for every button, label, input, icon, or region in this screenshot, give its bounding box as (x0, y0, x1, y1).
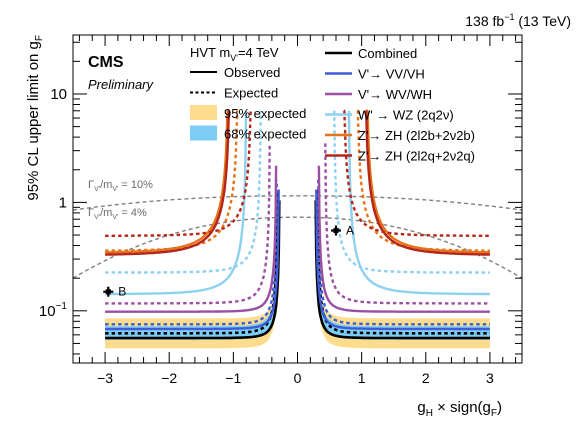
width-value: = 10% (118, 179, 153, 191)
width-sub: V' (112, 186, 118, 193)
series-vv_vh-expected-right (317, 179, 490, 326)
width-contour-label-1: ΓV'/mV' = 10% (88, 179, 153, 193)
width-contour-1 (73, 195, 522, 211)
width-sub: V' (94, 186, 100, 193)
x-tick-label: −2 (161, 370, 177, 386)
legend-label-zh_2l2q: Z'→ ZH (2l2q+2ν2q) (358, 149, 475, 164)
series-combined-expected-left (105, 190, 279, 335)
x-axis-title-part: × sign(g (433, 399, 491, 416)
width-sub: V' (112, 214, 118, 221)
lumi-value: 138 fb (465, 13, 504, 29)
series-combined-observed-right (314, 200, 490, 340)
y-tick-base: 10 (50, 86, 67, 103)
series-combined-observed-left (105, 200, 281, 340)
legend-model-rest: =4 TeV (238, 45, 279, 60)
x-axis-title-sub: H (426, 408, 433, 418)
limit-curves (105, 109, 490, 340)
series-vv_vh-expected-left (105, 179, 278, 326)
lumi-exponent: −1 (504, 12, 514, 22)
legend-label-zh_2l2b: Z'→ ZH (2l2b+2ν2b) (358, 128, 475, 143)
series-zh_2l2b-expected-left (105, 109, 239, 252)
width-contour-2 (73, 216, 522, 279)
band-68-left (105, 184, 278, 340)
x-axis-title-part: g (417, 399, 425, 416)
x-tick-label: 1 (358, 370, 366, 386)
series-zh_2l2q-observed-right (364, 109, 490, 256)
width-mid: /m (100, 179, 112, 191)
series-zh_2l2q-observed-left (105, 109, 231, 256)
lumi-label: 138 fb−1 (13 TeV) (465, 12, 571, 29)
chart-labels: gH × sign(gF)95% CL upper limit on gF138… (25, 12, 571, 419)
x-axis-title-part: ) (497, 399, 502, 416)
point-label-b: B (118, 285, 126, 299)
x-axis-title-sub: F (491, 408, 497, 418)
legend-model: HVT mV'=4 TeV (190, 45, 279, 63)
x-tick-label: 2 (422, 370, 430, 386)
legend-label-wv_wh: V'→ WV/WH (358, 87, 432, 102)
x-axis-title: gH × sign(gF) (417, 399, 502, 418)
y-axis-title-text: 95% CL upper limit on g (25, 41, 42, 201)
x-tick-label: 0 (294, 370, 302, 386)
experiment-label: CMS (88, 54, 124, 71)
y-tick-label: 10 (50, 86, 67, 103)
series-zh_2l2q-expected-right (343, 109, 490, 237)
series-zh_2l2b-observed-right (366, 109, 490, 254)
series-wv_wh-observed-right (317, 165, 490, 313)
legend-label-vv_vh: V'→ VV/VH (358, 67, 425, 82)
point-a: A (330, 224, 354, 238)
series-vv_vh-observed-left (105, 189, 280, 331)
y-axis-title: 95% CL upper limit on gF (25, 35, 45, 201)
lumi-energy: (13 TeV) (514, 13, 571, 29)
legend-label-band68: 68% expected (224, 127, 306, 142)
x-tick-label: −3 (97, 370, 113, 386)
x-tick-label: −1 (225, 370, 241, 386)
legend-label-dashed: Expected (224, 86, 278, 101)
legend-label-solid: Observed (224, 65, 280, 80)
legend-model-text: HVT m (190, 45, 230, 60)
point-label-a: A (346, 224, 354, 238)
series-wz_2q2v-expected-right (333, 110, 490, 274)
point-marker-core (333, 228, 339, 234)
legend-key-band68 (190, 125, 217, 141)
y-tick-label: 10−1 (39, 301, 68, 320)
width-contours (73, 195, 522, 279)
point-b: B (103, 285, 126, 299)
width-gamma: Γ (88, 179, 94, 191)
series-wz_2q2v-observed-right (347, 110, 490, 296)
width-sub: V' (94, 214, 100, 221)
legend-key-band95 (190, 105, 217, 120)
series-wv_wh-expected-right (324, 143, 490, 305)
legend-model-sub: V' (230, 53, 238, 63)
legend-label-band95: 95% expected (224, 106, 306, 121)
benchmark-points: AB (103, 224, 354, 299)
series-wv_wh-expected-left (105, 143, 271, 305)
width-contour-label-2: ΓV'/mV' = 4% (88, 207, 147, 221)
expected-bands (105, 179, 490, 349)
band-68-right (317, 184, 490, 340)
y-tick-base: 1 (59, 194, 67, 211)
series-wz_2q2v-observed-left (105, 110, 248, 296)
series-zh_2l2b-expected-right (356, 109, 490, 252)
legend-label-combined: Combined (358, 46, 417, 61)
y-axis-title-sub: F (34, 35, 45, 41)
band-95-left (105, 179, 279, 349)
series-vv_vh-observed-right (315, 189, 490, 331)
series-wv_wh-observed-left (105, 165, 278, 313)
series-zh_2l2b-observed-left (105, 109, 229, 254)
y-tick-base: 10 (39, 303, 56, 320)
width-gamma: Γ (88, 207, 94, 219)
x-tick-label: 3 (486, 370, 494, 386)
legend: HVT mV'=4 TeV Observed Expected 95% expecte… (190, 45, 475, 164)
point-marker-core (105, 289, 111, 295)
width-value: = 4% (118, 207, 147, 219)
width-mid: /m (100, 207, 112, 219)
y-tick-label: 1 (59, 194, 67, 211)
series-combined-expected-right (316, 190, 490, 335)
y-tick-exp: −1 (56, 301, 68, 312)
legend-label-wz_2q2v: W' → WZ (2q2ν) (358, 108, 454, 123)
experiment-tag: Preliminary (88, 77, 155, 92)
